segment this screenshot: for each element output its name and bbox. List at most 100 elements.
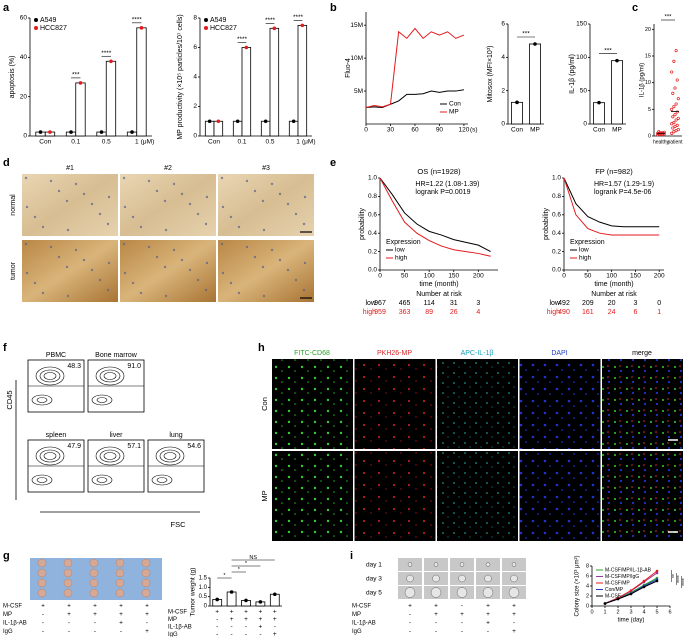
table-mark: - [409,628,411,635]
table-row-label: M-CSF [352,604,371,610]
nucleus [90,268,94,272]
nucleus [74,248,78,252]
replicate-dot [300,23,305,28]
y-tick-label: 0.6 [552,212,561,219]
series-marker [642,579,646,583]
nucleus [164,294,168,298]
nucleus [123,271,127,275]
table-row-label: M-CSF [168,610,187,616]
colony [482,587,494,598]
y-tick-label: 50 [580,87,588,94]
y-tick-label: 0 [501,121,505,128]
nucleus [139,225,143,229]
x-tick-label: 0.1 [237,139,246,146]
risk-value: 209 [582,300,594,307]
bar [226,591,237,607]
table-mark: + [486,603,490,610]
x-tick-label: 6 [668,609,671,615]
table-row-label: IL-1β-AB [3,621,27,627]
table-mark: - [231,624,233,631]
significance-label: *** [664,15,672,21]
table-mark: + [67,603,71,610]
nucleus [221,271,225,275]
nucleus [261,199,265,203]
nucleus [66,228,70,232]
x-tick-label: 0.5 [265,139,274,146]
nucleus [25,205,29,209]
table-mark: - [409,611,411,618]
nucleus [49,179,53,183]
nucleus [107,195,111,199]
contour [99,369,121,383]
nucleus [122,176,126,180]
table-mark: - [42,620,44,627]
contour [43,372,57,380]
significance-label: **** [677,575,683,583]
x-tick-label: 150 [630,273,641,280]
data-point [671,115,675,119]
row-label: normal [10,194,17,216]
ihc-image [120,174,216,236]
series-marker [642,585,646,589]
annotation: HR=1.57 (1.29-1.9) [594,181,654,188]
legend-title: Expression [570,239,605,246]
axis-label: CD45 [5,390,14,409]
table-mark: + [244,609,248,616]
nucleus [33,215,37,219]
contour [35,446,65,466]
table-mark: + [259,609,263,616]
y-tick-label: 0 [204,604,208,610]
x-tick-label: 0.5 [102,139,111,146]
y-tick-label: 60 [20,15,28,22]
y-tick-label: 1.0 [368,175,377,182]
x-tick-label: 30 [387,127,395,134]
contour [99,449,121,463]
flow-plot-title: PBMC [46,352,66,359]
nucleus [74,182,78,186]
series-line [365,89,464,109]
table-mark: + [273,631,277,637]
nucleus [41,291,45,295]
y-tick-label: 1.0 [552,175,561,182]
y-axis-label: Tumor weight (g) [190,568,197,617]
ihc-image [218,240,314,302]
nucleus [196,212,200,216]
data-point [674,49,678,53]
data-point [671,91,675,95]
replicate-dot [291,119,296,124]
y-axis-label: Fluo-4 [345,58,352,78]
replicate-dot [263,119,268,124]
y-axis-label: apoptosis (%) [9,56,16,99]
bar [260,120,271,137]
axis-label: FSC [171,520,187,529]
table-mark: + [244,616,248,623]
y-tick-label: 0.2 [552,248,561,255]
legend-label: M-CSF/MP/IgG [605,574,639,580]
tumor [63,558,73,568]
x-tick-label: 0 [378,273,382,280]
x-axis-label: time (day) [618,618,645,624]
tumor [37,588,47,598]
tumor [115,558,125,568]
table-row-label: IgG [168,632,178,637]
series-line [365,27,465,109]
replicate-dot [229,590,234,594]
nucleus [286,268,290,272]
fluorescence-image [354,451,436,541]
table-mark: - [513,620,515,627]
significance-label: *** [522,31,530,38]
panel-label: a [3,2,10,14]
y-tick-label: 8 [586,563,589,569]
x-axis-label: time (month) [419,281,458,288]
nucleus [57,189,61,193]
replicate-dot [109,59,113,64]
nucleus [294,278,298,282]
nucleus [65,265,69,269]
bar [288,120,299,137]
data-point [675,123,679,127]
nucleus [172,248,176,252]
nucleus [303,261,307,265]
row-label: tumor [10,261,17,280]
table-mark: + [93,603,97,610]
significance-label: * [245,561,248,567]
